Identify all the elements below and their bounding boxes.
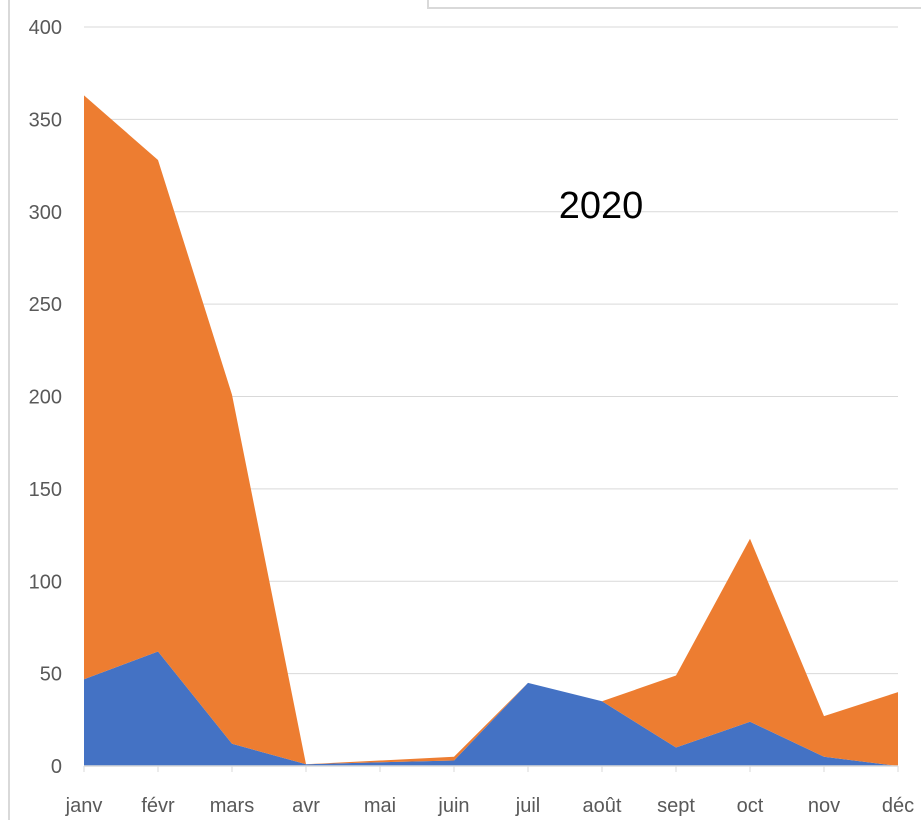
y-tick-label: 100 [29,571,62,593]
area-layer [84,95,898,766]
x-tick-label: sept [657,795,695,817]
x-tick-label: janv [65,795,103,817]
y-tick-label: 250 [29,294,62,316]
x-tick-label: nov [808,795,840,817]
x-tick-label: oct [737,795,764,817]
y-tick-label: 150 [29,479,62,501]
x-tick-label: déc [882,795,914,817]
chart-frame-edge [427,0,921,9]
x-tick-label: avr [292,795,320,817]
y-tick-label: 400 [29,17,62,39]
y-tick-label: 50 [40,664,62,686]
x-tick-label: févr [141,795,175,817]
x-tick-label: juin [437,795,469,817]
x-tick-label: août [583,795,622,817]
area-series-2 [84,95,898,766]
chart-title: 2020 [559,185,644,227]
y-tick-label: 300 [29,202,62,224]
area-series-1 [84,651,898,766]
x-tick-label: mai [364,795,396,817]
y-tick-label: 200 [29,387,62,409]
y-tick-label: 0 [51,756,62,778]
axis-layer: 0 50 100 150 200 250 300 350 400 janv févr mars avr m… [29,17,915,817]
y-tick-label: 350 [29,109,62,131]
x-tick-label: juil [515,795,540,817]
x-tick-label: mars [210,795,254,817]
